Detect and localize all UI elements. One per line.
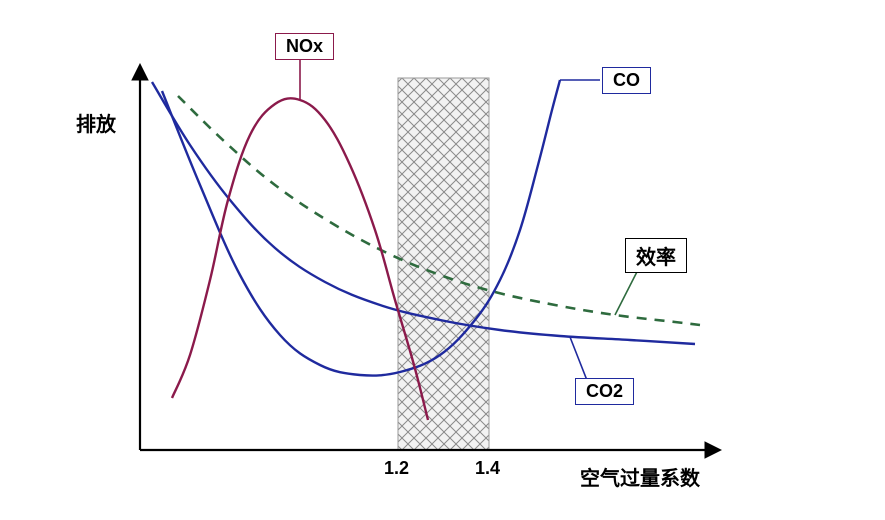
legend-co2: CO2	[575, 378, 634, 405]
y-axis-label: 排放	[76, 108, 116, 137]
curve-nox	[172, 98, 428, 420]
x-axis-label: 空气过量系数	[580, 462, 700, 491]
chart-svg	[0, 0, 885, 520]
legend-co: CO	[602, 67, 651, 94]
legend-nox: NOx	[275, 33, 334, 60]
x-tick-1.2: 1.2	[384, 458, 409, 479]
chart-root: 排放 空气过量系数 1.2 1.4 NOx CO CO2 效率	[0, 0, 885, 520]
legend-eff: 效率	[625, 238, 687, 273]
x-tick-1.4: 1.4	[475, 458, 500, 479]
